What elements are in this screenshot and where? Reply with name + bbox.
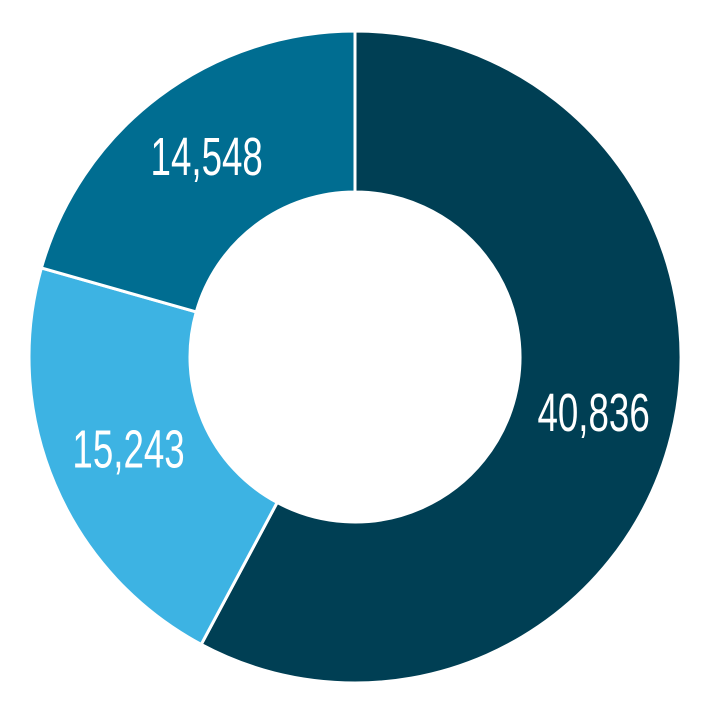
- donut-slice: [27, 266, 280, 647]
- value-label: 15,243: [72, 418, 184, 479]
- donut-slice: [199, 29, 683, 685]
- value-label: 40,836: [537, 382, 649, 443]
- label-group: 40,836: [537, 382, 649, 443]
- label-group: 15,243: [72, 418, 184, 479]
- label-group: 14,548: [151, 126, 263, 187]
- donut-slice: [39, 29, 357, 314]
- value-label: 14,548: [151, 126, 263, 187]
